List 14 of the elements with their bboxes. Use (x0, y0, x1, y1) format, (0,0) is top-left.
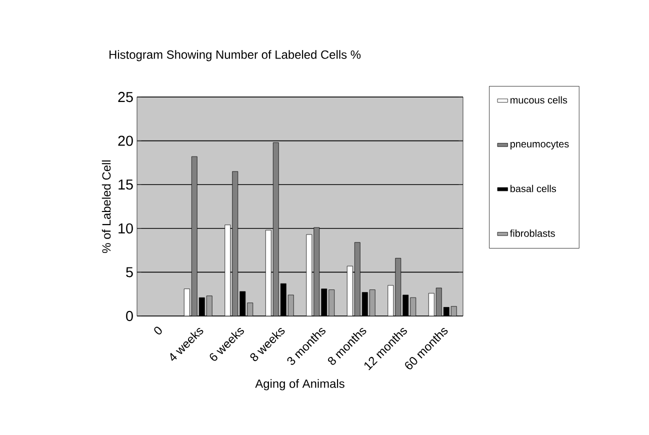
x-axis-title: Aging of Animals (255, 379, 344, 390)
legend-label: pneumocytes (510, 140, 569, 150)
legend-label: basal cells (510, 184, 556, 192)
legend-label: fibroblasts (510, 230, 555, 237)
legend-label: mucous cells (510, 96, 568, 104)
y-tick-label: 10 (118, 223, 133, 234)
y-tick-label: 0 (126, 310, 133, 322)
y-tick-label: 20 (118, 136, 133, 146)
x-tick-label: 0 (154, 326, 162, 334)
y-axis-title: % of Labeled Cell (102, 160, 111, 253)
y-tick-label: 5 (126, 267, 133, 278)
chart-title: Histogram Showing Number of Labeled Cells % (110, 50, 361, 62)
y-tick-label: 15 (118, 180, 133, 190)
y-tick-label: 25 (118, 92, 133, 102)
